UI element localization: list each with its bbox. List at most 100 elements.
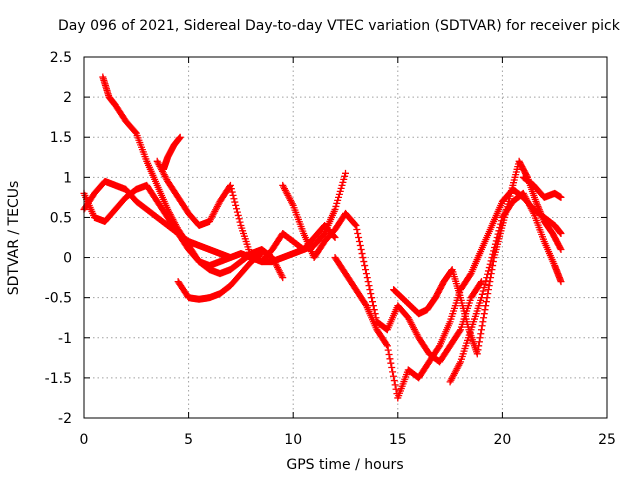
data-point <box>477 330 485 338</box>
data-point <box>357 246 365 254</box>
data-point <box>334 196 342 204</box>
data-point <box>495 227 503 235</box>
data-point <box>477 279 485 287</box>
data-point <box>482 298 490 306</box>
data-point <box>331 205 339 213</box>
data-point <box>392 385 400 393</box>
data-point <box>557 246 565 254</box>
data-point <box>332 202 340 210</box>
grid <box>84 57 607 418</box>
data-point <box>227 185 235 193</box>
data-point <box>480 310 488 318</box>
data-point <box>497 220 505 228</box>
data-point <box>533 199 541 207</box>
data-point <box>370 306 378 314</box>
data-point <box>491 240 499 248</box>
data-point <box>484 290 492 298</box>
plot-frame <box>83 56 608 419</box>
data-point <box>456 360 464 368</box>
data-point <box>477 326 485 334</box>
data-point <box>235 215 243 223</box>
data-point <box>258 250 266 258</box>
data-point <box>538 212 546 220</box>
data-point <box>234 211 242 219</box>
data-point <box>335 193 343 201</box>
data-point <box>481 280 489 288</box>
x-tick-label: 10 <box>284 432 302 448</box>
x-tick-label: 0 <box>80 432 89 448</box>
data-point <box>361 262 369 270</box>
data-point <box>532 197 540 205</box>
data-point <box>354 229 362 237</box>
data-point <box>288 200 296 208</box>
data-point <box>385 350 393 358</box>
data-point <box>236 218 244 226</box>
data-point <box>478 322 486 330</box>
data-point <box>391 381 399 389</box>
data-point <box>488 254 496 262</box>
y-tick-label: 2.5 <box>50 50 72 66</box>
tick-labels: 0 5 10 15 20 25 -2 -1.5 -1 -0.5 0 0.5 1 1.5 2 2.5 <box>45 50 616 448</box>
data-point <box>539 214 547 222</box>
data-point <box>233 208 241 216</box>
data-point <box>230 195 238 203</box>
data-point <box>475 338 483 346</box>
data-point <box>498 217 506 225</box>
data-point <box>342 169 349 177</box>
data-point <box>494 230 502 238</box>
data-point <box>557 278 565 286</box>
data-point <box>331 234 339 241</box>
data-point <box>352 221 360 229</box>
y-tick-label: 2 <box>63 90 72 106</box>
data-point <box>473 350 481 358</box>
data-point <box>537 211 545 219</box>
data-point <box>338 181 346 189</box>
data-point <box>176 133 184 141</box>
data-point <box>365 282 373 290</box>
data-point <box>232 201 240 209</box>
data-point <box>355 238 363 246</box>
data-point <box>557 229 565 237</box>
x-tick-label: 25 <box>598 432 616 448</box>
data-point <box>479 318 487 326</box>
data-point <box>228 188 236 196</box>
data-point <box>479 287 487 295</box>
data-point <box>483 274 491 282</box>
axes <box>83 56 608 419</box>
data-point <box>529 208 537 216</box>
data-point <box>557 193 565 201</box>
data-point <box>362 270 370 278</box>
data-point <box>231 198 239 206</box>
data-point <box>390 377 398 385</box>
y-tick-label: 1 <box>63 170 72 186</box>
data-point <box>485 282 493 290</box>
data-point <box>482 277 490 285</box>
data-point <box>480 314 488 322</box>
data-point <box>535 206 543 214</box>
data-point <box>341 172 349 180</box>
y-tick-label: -1.5 <box>45 371 72 387</box>
y-tick-label: 0.5 <box>50 210 72 226</box>
data-point <box>229 191 237 199</box>
data-point <box>481 306 489 314</box>
data-point <box>368 294 376 302</box>
data-point <box>484 267 492 275</box>
data-point <box>533 201 541 209</box>
data-point <box>369 298 377 306</box>
data-point <box>477 294 485 302</box>
data-point <box>382 340 390 348</box>
x-tick-label: 15 <box>389 432 407 448</box>
data-point <box>339 178 347 186</box>
data-point <box>480 284 488 292</box>
data-point <box>364 278 372 286</box>
data-point <box>490 247 498 255</box>
data-point <box>535 204 543 212</box>
data-point <box>475 342 483 350</box>
data-point <box>336 187 344 195</box>
data-point <box>363 274 371 282</box>
data-point <box>279 274 287 282</box>
data-point <box>362 266 370 274</box>
y-tick-label: 1.5 <box>50 130 72 146</box>
